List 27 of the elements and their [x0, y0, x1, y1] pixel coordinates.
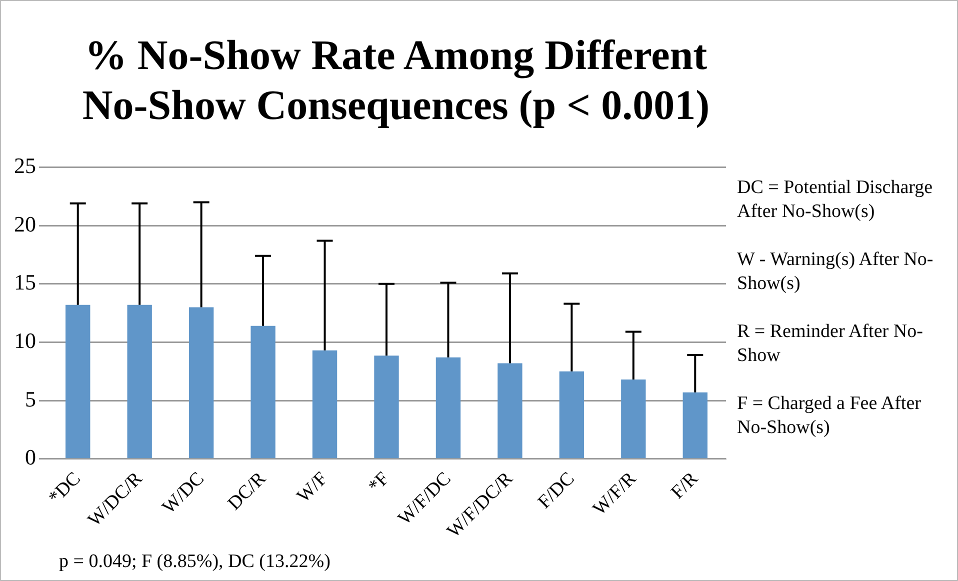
y-tick-label: 10	[14, 328, 36, 354]
x-tick-label: F/R	[667, 468, 702, 504]
bar	[374, 356, 399, 458]
bar	[436, 357, 461, 458]
bar	[127, 304, 152, 458]
bar	[66, 304, 90, 458]
x-tick-label: W/F	[293, 468, 332, 507]
bar	[682, 392, 708, 458]
y-tick-label: 25	[14, 152, 36, 178]
y-tick-label: 0	[25, 444, 36, 470]
text: p = 0.049; F (8.85%), DC (13.22%)	[59, 551, 330, 573]
text: F = Charged a Fee After No-Show(s)	[737, 392, 922, 440]
y-tick-label: 20	[14, 211, 36, 236]
bar	[312, 350, 338, 458]
bar	[559, 371, 584, 458]
bar	[621, 380, 646, 458]
text: DC = Potential Discharge After No-Show(s)	[737, 176, 934, 224]
bar	[498, 363, 522, 458]
text: R = Reminder After No-Show	[737, 320, 924, 368]
y-tick-label: 5	[25, 386, 36, 412]
x-tick-label: *DC	[44, 468, 85, 508]
text: W - Warning(s) After No-Show(s)	[737, 248, 934, 296]
x-tick-label: *F	[364, 468, 394, 498]
y-tick-label: 15	[14, 270, 36, 295]
bar	[188, 307, 214, 458]
bar	[250, 326, 276, 458]
chart-title: % No-Show Rate Among Different No-Show Consequences (p < 0.001)	[81, 32, 711, 131]
